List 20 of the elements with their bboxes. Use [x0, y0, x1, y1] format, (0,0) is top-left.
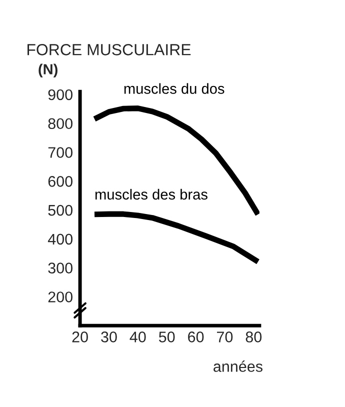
x-tick-label: 30 [101, 332, 117, 342]
y-tick-label: 500 [48, 204, 72, 216]
y-tick-label: 200 [48, 292, 72, 302]
y-tick-label: 800 [48, 118, 72, 130]
y-tick-label: 900 [48, 89, 72, 100]
x-tick-label: 50 [158, 332, 175, 342]
x-tick-label: 70 [217, 332, 233, 342]
y-axis-title: (N) [38, 64, 58, 78]
chart-title: FORCE MUSCULAIRE [28, 44, 191, 56]
x-tick-label: 80 [246, 332, 262, 342]
series-label: muscles des bras [95, 188, 208, 200]
x-axis-title: années [214, 360, 262, 372]
x-tick-label: 40 [130, 332, 146, 342]
x-tick-label: 20 [72, 332, 88, 342]
y-tick-label: 400 [48, 234, 72, 245]
series-label: muscles du dos [124, 83, 224, 94]
y-tick-label: 600 [48, 176, 72, 187]
x-tick-label: 60 [188, 332, 204, 342]
y-tick-label: 700 [48, 147, 72, 158]
y-tick-label: 300 [48, 262, 72, 274]
